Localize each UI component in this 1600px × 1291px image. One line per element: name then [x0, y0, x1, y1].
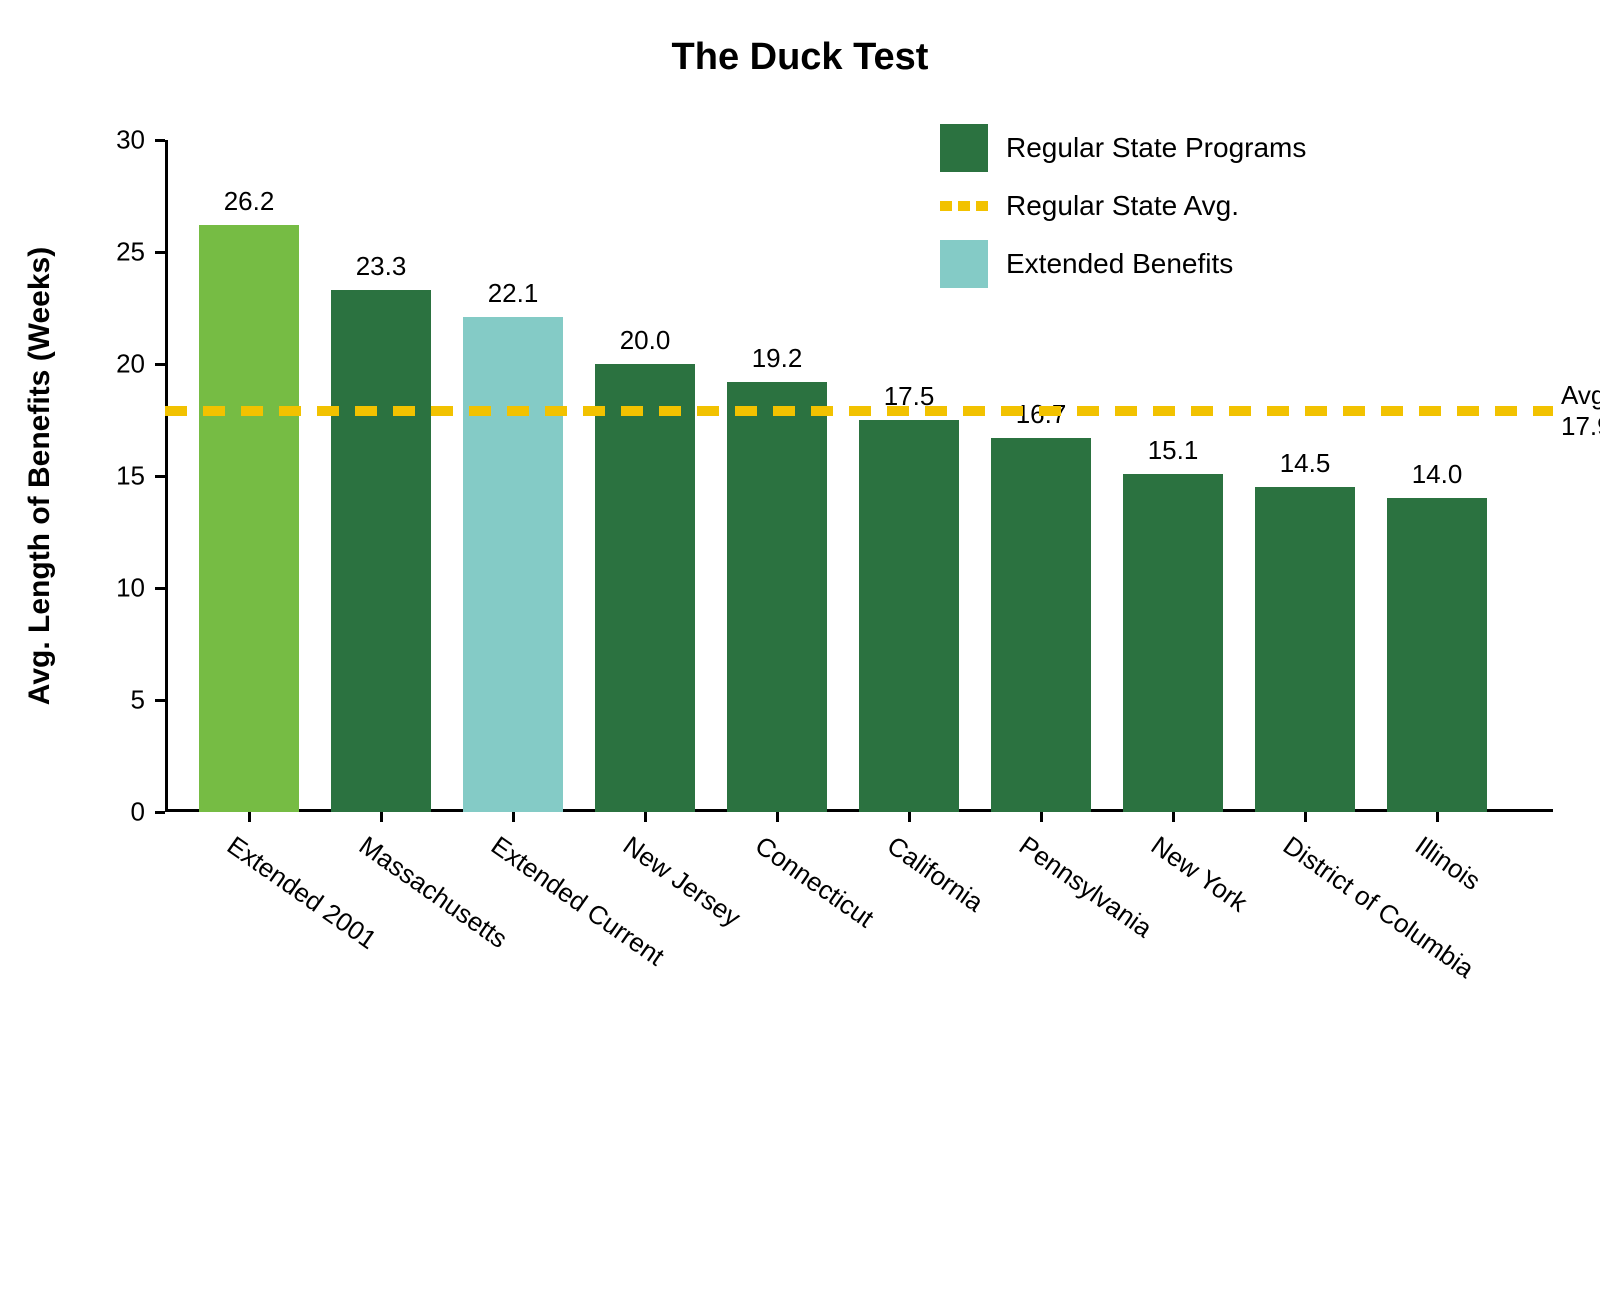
x-tick-mark [1436, 812, 1439, 822]
reference-line [165, 406, 1553, 416]
x-tick-label: New Jersey [617, 830, 746, 933]
plot-area: 26.223.322.120.019.217.516.715.114.514.0 [165, 140, 1553, 812]
y-tick-label: 15 [116, 461, 145, 492]
bar [1255, 487, 1355, 812]
x-tick-mark [1304, 812, 1307, 822]
chart-title: The Duck Test [0, 36, 1600, 79]
bar [859, 420, 959, 812]
x-tick-mark [776, 812, 779, 822]
x-tick-mark [248, 812, 251, 822]
bar [199, 225, 299, 812]
legend-item: Extended Benefits [940, 240, 1306, 288]
x-tick-label: Pennsylvania [1013, 830, 1157, 944]
y-tick-mark [155, 475, 165, 478]
legend-label: Extended Benefits [1006, 248, 1233, 280]
bar [1387, 498, 1487, 812]
legend: Regular State Programs Regular State Avg.… [940, 124, 1306, 306]
bar [991, 438, 1091, 812]
legend-item: Regular State Avg. [940, 190, 1306, 222]
y-tick-mark [155, 587, 165, 590]
bar [1123, 474, 1223, 812]
bar [595, 364, 695, 812]
y-tick-mark [155, 699, 165, 702]
x-tick-label: Connecticut [749, 830, 879, 934]
bar-value-label: 14.5 [1280, 448, 1331, 479]
y-tick-mark [155, 139, 165, 142]
reference-line-label: Avg. 17.9 [1561, 380, 1600, 442]
bar-value-label: 20.0 [620, 325, 671, 356]
bar-value-label: 19.2 [752, 343, 803, 374]
legend-swatch [940, 124, 988, 172]
y-tick-mark [155, 251, 165, 254]
x-tick-label: California [881, 830, 989, 918]
y-tick-mark [155, 363, 165, 366]
bar-value-label: 23.3 [356, 251, 407, 282]
legend-label: Regular State Programs [1006, 132, 1306, 164]
x-tick-mark [380, 812, 383, 822]
bar-value-label: 26.2 [224, 186, 275, 217]
legend-label: Regular State Avg. [1006, 190, 1239, 222]
y-tick-label: 20 [116, 349, 145, 380]
y-tick-label: 0 [131, 797, 145, 828]
legend-item: Regular State Programs [940, 124, 1306, 172]
y-tick-label: 10 [116, 573, 145, 604]
bar-value-label: 15.1 [1148, 435, 1199, 466]
chart-stage: The Duck Test Avg. Length of Benefits (W… [0, 0, 1600, 1291]
y-axis-line [165, 140, 168, 812]
bar-value-label: 22.1 [488, 278, 539, 309]
x-tick-label: Illinois [1409, 830, 1486, 897]
bar-value-label: 14.0 [1412, 459, 1463, 490]
y-tick-label: 5 [131, 685, 145, 716]
y-axis-label: Avg. Length of Benefits (Weeks) [23, 247, 57, 705]
bar [727, 382, 827, 812]
legend-swatch [940, 201, 988, 211]
x-tick-mark [1172, 812, 1175, 822]
y-tick-label: 25 [116, 237, 145, 268]
bar [463, 317, 563, 812]
x-tick-mark [512, 812, 515, 822]
legend-swatch [940, 240, 988, 288]
bar [331, 290, 431, 812]
x-tick-mark [908, 812, 911, 822]
y-tick-mark [155, 811, 165, 814]
x-tick-mark [1040, 812, 1043, 822]
y-tick-label: 30 [116, 125, 145, 156]
x-tick-mark [644, 812, 647, 822]
x-tick-label: New York [1145, 830, 1253, 918]
